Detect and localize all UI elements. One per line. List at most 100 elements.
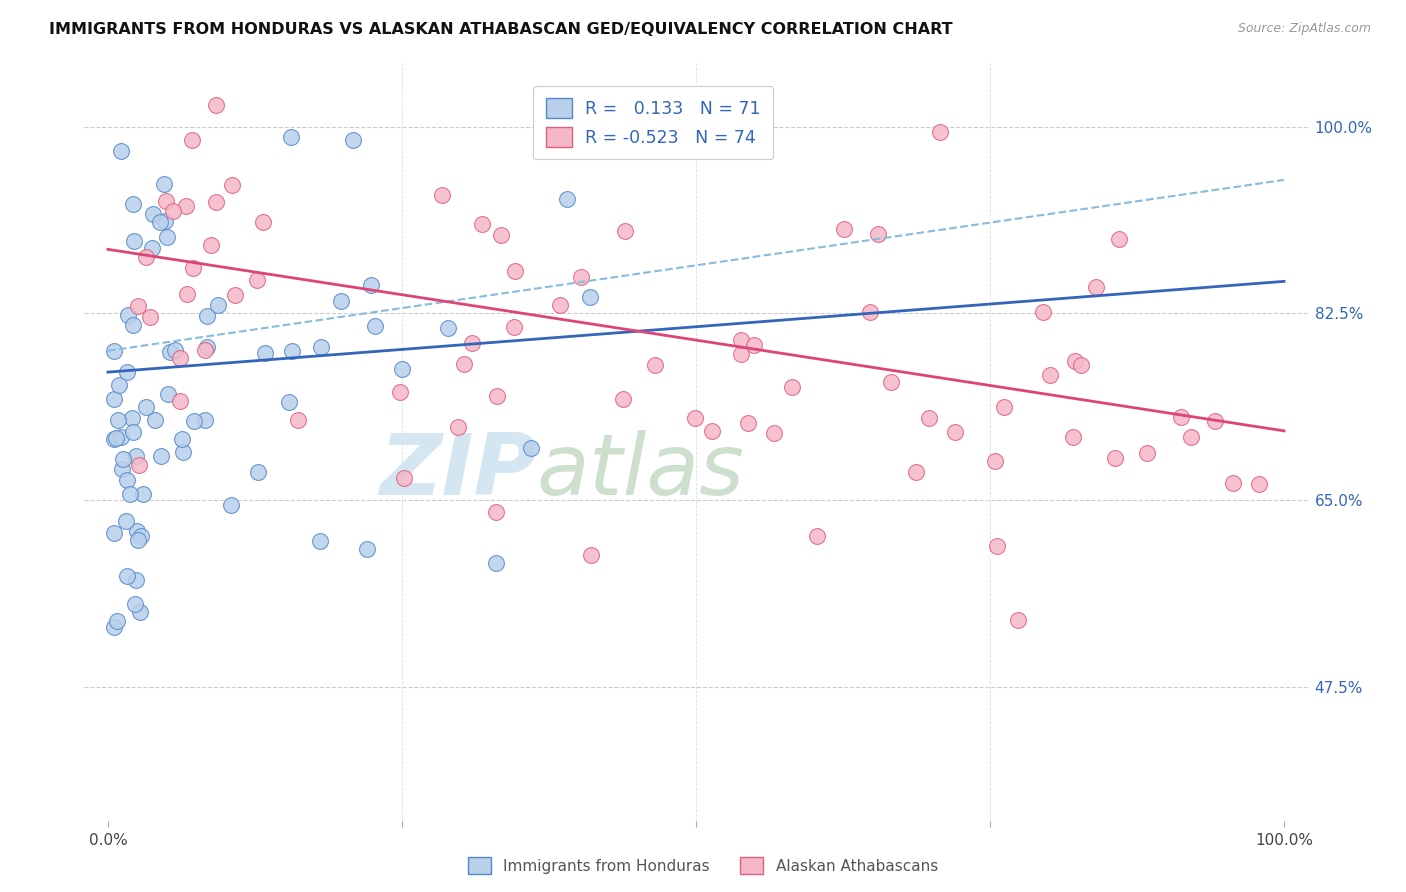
Point <box>115 568 138 582</box>
Point <box>329 293 352 308</box>
Point <box>1064 353 1087 368</box>
Point <box>993 400 1015 414</box>
Point <box>105 614 128 628</box>
Point <box>503 320 526 334</box>
Point <box>436 320 458 334</box>
Point <box>1007 614 1029 628</box>
Point <box>127 533 149 547</box>
Point <box>859 304 882 318</box>
Point <box>461 336 484 351</box>
Point <box>471 217 494 231</box>
Point <box>364 318 387 333</box>
Point <box>125 524 148 539</box>
Point <box>195 309 218 323</box>
Point <box>1070 358 1092 372</box>
Point <box>169 393 191 408</box>
Point <box>1249 477 1271 491</box>
Point <box>135 250 157 264</box>
Point <box>172 444 194 458</box>
Point <box>742 338 765 352</box>
Point <box>205 98 228 112</box>
Point <box>103 343 125 358</box>
Point <box>389 385 412 400</box>
Legend: R =   0.133   N = 71, R = -0.523   N = 74: R = 0.133 N = 71, R = -0.523 N = 74 <box>533 87 773 160</box>
Point <box>612 392 634 406</box>
Point <box>195 339 218 353</box>
Point <box>485 505 508 519</box>
Point <box>246 465 269 479</box>
Point <box>1039 368 1062 382</box>
Point <box>183 414 205 428</box>
Point <box>194 412 217 426</box>
Point <box>221 178 243 193</box>
Point <box>246 273 269 287</box>
Point <box>360 278 382 293</box>
Point <box>548 298 571 312</box>
Point <box>181 260 204 275</box>
Point <box>111 461 134 475</box>
Point <box>127 300 149 314</box>
Point <box>1084 279 1107 293</box>
Point <box>176 287 198 301</box>
Point <box>163 343 186 357</box>
Point <box>1032 305 1054 319</box>
Point <box>200 237 222 252</box>
Point <box>918 411 941 425</box>
Point <box>118 487 141 501</box>
Point <box>159 345 181 359</box>
Point <box>281 344 304 359</box>
Point <box>700 424 723 438</box>
Point <box>579 290 602 304</box>
Point <box>128 458 150 473</box>
Point <box>103 526 125 541</box>
Point <box>115 365 138 379</box>
Point <box>1104 451 1126 466</box>
Point <box>342 133 364 147</box>
Point <box>207 297 229 311</box>
Point <box>121 410 143 425</box>
Point <box>132 486 155 500</box>
Point <box>984 454 1007 468</box>
Point <box>172 432 194 446</box>
Point <box>115 474 138 488</box>
Point <box>105 431 128 445</box>
Point <box>614 224 637 238</box>
Point <box>1180 430 1202 444</box>
Point <box>153 214 176 228</box>
Point <box>392 471 415 485</box>
Point <box>943 425 966 439</box>
Point <box>107 378 129 392</box>
Point <box>162 203 184 218</box>
Point <box>780 380 803 394</box>
Point <box>155 194 177 208</box>
Point <box>1204 413 1226 427</box>
Point <box>485 557 508 571</box>
Point <box>730 333 752 347</box>
Point <box>1062 430 1084 444</box>
Point <box>309 340 332 354</box>
Point <box>879 376 901 390</box>
Text: atlas: atlas <box>537 430 745 514</box>
Point <box>121 196 143 211</box>
Point <box>309 533 332 548</box>
Point <box>579 548 602 562</box>
Point <box>832 221 855 235</box>
Point <box>252 215 274 229</box>
Point <box>929 125 952 139</box>
Point <box>139 310 162 324</box>
Point <box>117 308 139 322</box>
Point <box>122 235 145 249</box>
Point <box>453 357 475 371</box>
Point <box>129 529 152 543</box>
Point <box>485 389 508 403</box>
Point <box>520 441 543 455</box>
Point <box>149 449 172 463</box>
Point <box>569 270 592 285</box>
Point <box>204 195 226 210</box>
Point <box>124 598 146 612</box>
Point <box>1108 232 1130 246</box>
Point <box>152 177 174 191</box>
Point <box>1136 446 1159 460</box>
Point <box>1222 476 1244 491</box>
Point <box>446 420 468 434</box>
